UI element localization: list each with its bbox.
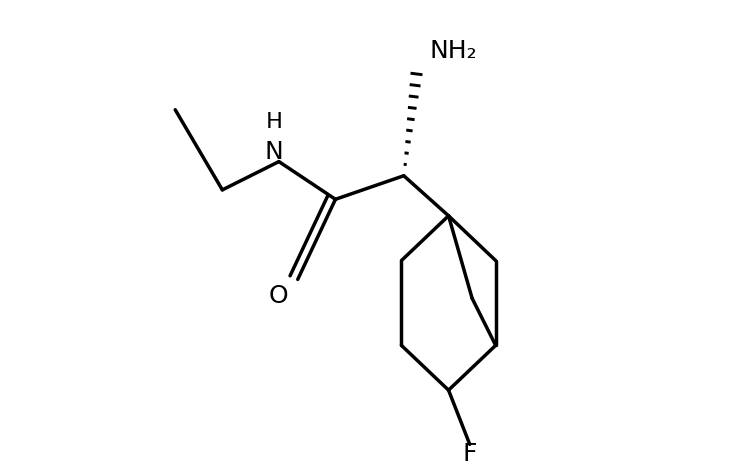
Text: NH₂: NH₂: [430, 39, 478, 63]
Text: F: F: [463, 442, 477, 466]
Text: N: N: [265, 140, 284, 164]
Text: H: H: [266, 111, 282, 132]
Text: O: O: [269, 284, 288, 308]
